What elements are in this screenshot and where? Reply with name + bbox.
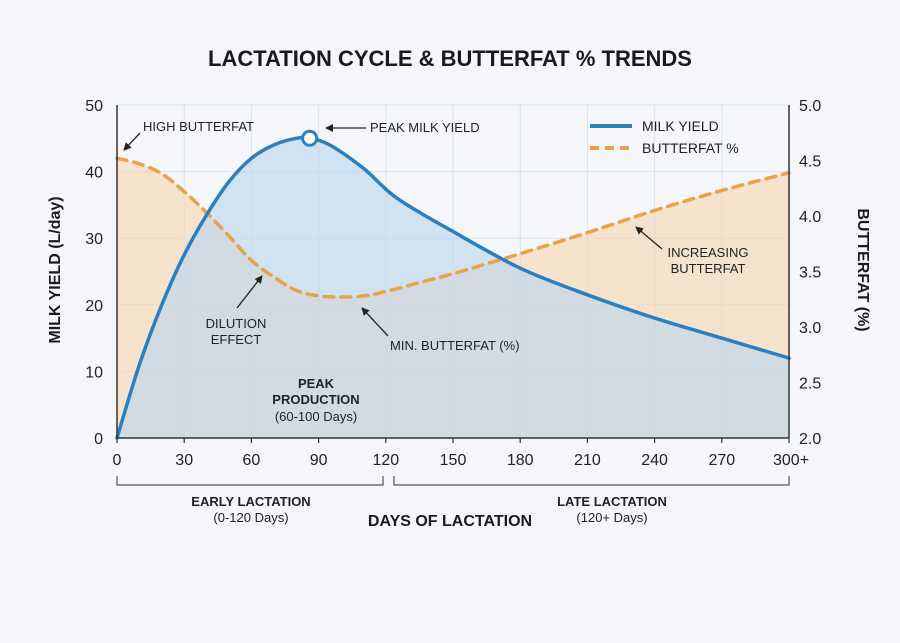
x-tick-label-10: 300+: [773, 452, 809, 469]
y-right-tick-label-4: 4.0: [799, 209, 821, 226]
early-lactation-label: EARLY LACTATION: [191, 494, 310, 509]
early-lactation-range: (0-120 Days): [213, 510, 288, 525]
y-left-tick-label-1: 10: [85, 364, 103, 381]
y-right-axis-title: BUTTERFAT (%): [854, 208, 871, 331]
y-left-tick-label-3: 30: [85, 231, 103, 248]
butterfat-line: [115, 156, 791, 299]
x-tick-label-0: 0: [113, 452, 122, 469]
y-right-tick-label-5: 4.5: [799, 154, 821, 171]
peak-production-label-line1: PEAK: [298, 376, 335, 391]
dilution-label-line1: DILUTION: [206, 316, 267, 331]
y-right-tick-label-3: 3.5: [799, 265, 821, 282]
milk-yield-area: [117, 137, 789, 438]
high-butterfat-arrow: [123, 132, 141, 151]
min-butterfat-label: MIN. BUTTERFAT (%): [390, 338, 520, 353]
annotations: HIGH BUTTERFAT PEAK MILK YIELD DILUTION …: [123, 119, 749, 424]
late-lactation-range: (120+ Days): [576, 510, 647, 525]
legend-label-milk-yield: MILK YIELD: [642, 118, 719, 134]
increasing-label-line2: BUTTERFAT: [671, 261, 746, 276]
y-left-tick-label-0: 0: [94, 431, 103, 448]
dilution-arrow: [236, 275, 263, 309]
peak-production-label-line3: (60-100 Days): [275, 409, 357, 424]
increasing-label-line1: INCREASING: [668, 245, 749, 260]
increasing-arrow: [635, 226, 663, 250]
x-tick-label-3: 90: [310, 452, 328, 469]
y-left-tick-label-2: 20: [85, 298, 103, 315]
series-lines: [115, 129, 791, 440]
high-butterfat-label: HIGH BUTTERFAT: [143, 119, 254, 134]
y-right-tick-label-6: 5.0: [799, 98, 821, 115]
tick-labels: 0 30 60 90 120 150 180 210 240 270 300+ 0 10 20 30 40 50…: [85, 98, 821, 469]
peak-milk-point: [301, 129, 319, 147]
x-tick-label-2: 60: [243, 452, 261, 469]
y-left-axis-title: MILK YIELD (L/day): [47, 196, 64, 343]
y-right-tick-label-0: 2.0: [799, 431, 821, 448]
early-lactation-bracket: [116, 476, 384, 486]
y-left-tick-label-4: 40: [85, 165, 103, 182]
x-tick-label-4: 120: [372, 452, 399, 469]
late-lactation-label: LATE LACTATION: [557, 494, 667, 509]
x-axis-title: DAYS OF LACTATION: [368, 513, 532, 530]
x-tick-label-1: 30: [175, 452, 193, 469]
area-fills: [117, 137, 789, 439]
axes: [116, 105, 790, 443]
chart-title: LACTATION CYCLE & BUTTERFAT % TRENDS: [208, 46, 692, 71]
legend-label-butterfat: BUTTERFAT %: [642, 140, 739, 156]
y-left-tick-label-5: 50: [85, 98, 103, 115]
late-lactation-bracket: [393, 476, 790, 486]
x-tick-label-7: 210: [574, 452, 601, 469]
peak-milk-label: PEAK MILK YIELD: [370, 120, 480, 135]
min-butterfat-arrow: [361, 307, 389, 337]
x-tick-label-8: 240: [641, 452, 668, 469]
x-tick-label-9: 270: [708, 452, 735, 469]
x-tick-label-6: 180: [507, 452, 534, 469]
phase-brackets: EARLY LACTATION (0-120 Days) LATE LACTAT…: [116, 476, 790, 525]
dilution-label-line2: EFFECT: [211, 332, 262, 347]
legend: MILK YIELD BUTTERFAT %: [590, 118, 739, 156]
x-tick-label-5: 150: [440, 452, 467, 469]
y-right-tick-label-1: 2.5: [799, 376, 821, 393]
y-right-tick-label-2: 3.0: [799, 320, 821, 337]
peak-production-label-line2: PRODUCTION: [272, 392, 359, 407]
